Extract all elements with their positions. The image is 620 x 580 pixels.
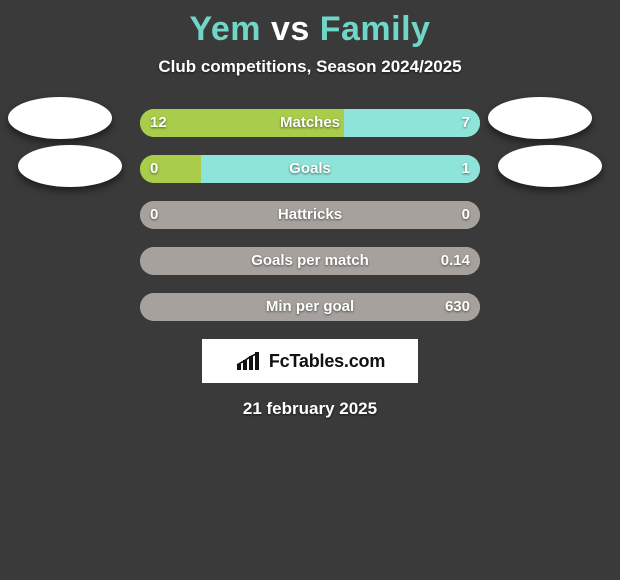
- stat-value-left: 12: [140, 109, 177, 137]
- stat-bar-right: [140, 293, 480, 321]
- stat-value-left: 0: [140, 155, 168, 183]
- page-title: Yem vs Family: [0, 0, 620, 49]
- comparison-board: 127Matches01Goals00Hattricks0.14Goals pe…: [0, 109, 620, 321]
- stat-value-left: [140, 293, 160, 321]
- subtitle: Club competitions, Season 2024/2025: [0, 57, 620, 77]
- stat-value-left: [140, 247, 160, 275]
- stat-bar-right: [201, 155, 480, 183]
- date-label: 21 february 2025: [0, 399, 620, 419]
- brand-badge: FcTables.com: [202, 339, 418, 383]
- brand-text: FcTables.com: [269, 351, 385, 372]
- stat-bar-track: 0.14Goals per match: [140, 247, 480, 275]
- stat-bar-right: [140, 247, 480, 275]
- stat-bar-track: 630Min per goal: [140, 293, 480, 321]
- stat-value-right: 0.14: [431, 247, 480, 275]
- title-name-b: Family: [320, 10, 431, 48]
- stat-value-left: 0: [140, 201, 168, 229]
- stat-row: 127Matches: [0, 109, 620, 137]
- stat-value-right: 1: [452, 155, 480, 183]
- stat-bar-track: 127Matches: [140, 109, 480, 137]
- stat-value-right: 630: [435, 293, 480, 321]
- stat-row: 630Min per goal: [0, 293, 620, 321]
- stat-bar-track: 01Goals: [140, 155, 480, 183]
- stat-value-right: 0: [452, 201, 480, 229]
- stat-row: 0.14Goals per match: [0, 247, 620, 275]
- stat-row: 01Goals: [0, 155, 620, 183]
- brand-bars-icon: [235, 350, 263, 372]
- title-name-a: Yem: [190, 10, 261, 48]
- title-vs: vs: [271, 10, 310, 48]
- stat-bar-track: 00Hattricks: [140, 201, 480, 229]
- stat-bar-left: [140, 201, 480, 229]
- stat-row: 00Hattricks: [0, 201, 620, 229]
- stat-value-right: 7: [452, 109, 480, 137]
